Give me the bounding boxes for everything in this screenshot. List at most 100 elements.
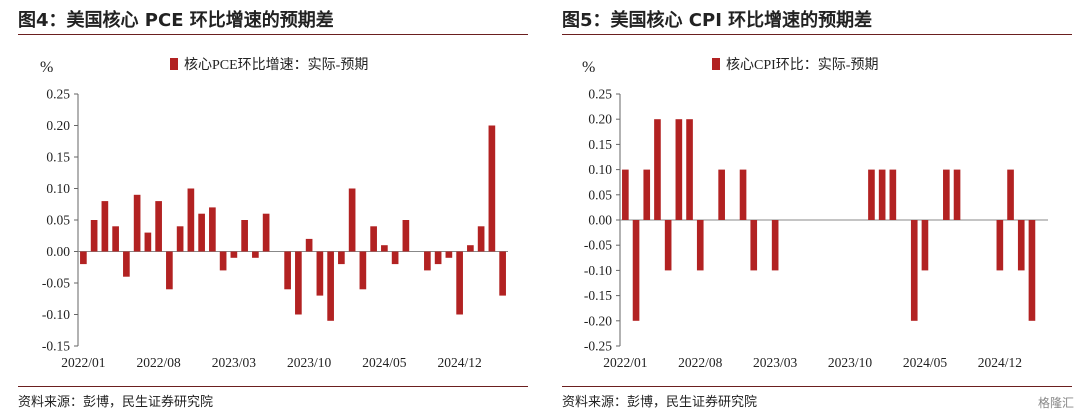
source-note: 资料来源：彭博，民生证券研究院 (18, 395, 214, 410)
bar (467, 245, 474, 252)
bar (996, 220, 1004, 271)
y-tick-label: 0.10 (46, 181, 70, 196)
y-tick-label: 0.05 (46, 213, 70, 228)
bar (1017, 220, 1025, 271)
legend-label: 核心CPI环比：实际-预期 (726, 57, 878, 73)
x-tick-label: 2024/12 (978, 355, 1022, 370)
y-tick-label: 0.05 (588, 187, 612, 202)
bar (477, 226, 485, 252)
chart-title: 图4：美国核心 PCE 环比增速的预期差 (18, 10, 334, 31)
chart-panel-cpi: 图5：美国核心 CPI 环比增速的预期差 % 核心CPI环比：实际-预期 0.25 0… (562, 0, 1080, 415)
bar (176, 226, 184, 252)
bar (434, 251, 442, 265)
x-tick-label: 2023/10 (287, 355, 332, 370)
bar (90, 220, 98, 252)
y-tick-label: 0.20 (46, 118, 70, 133)
bar (910, 220, 918, 321)
bar (338, 251, 345, 265)
watermark-text: 格隆汇 (1037, 396, 1074, 410)
bar (878, 169, 886, 220)
unit-label: % (582, 59, 595, 76)
bar (80, 251, 87, 265)
y-tick-label: -0.10 (584, 263, 612, 278)
bar (144, 232, 152, 252)
bar (316, 251, 324, 296)
bar (654, 119, 661, 220)
bar (739, 169, 747, 220)
bar (219, 251, 227, 271)
y-tick-label: 0.10 (588, 162, 612, 177)
bar (370, 226, 377, 252)
bar (686, 119, 693, 220)
bar (209, 207, 216, 252)
bar (1028, 220, 1036, 321)
x-tick-label: 2022/01 (61, 355, 105, 370)
y-tick-label: -0.10 (42, 307, 70, 322)
bar (112, 226, 119, 252)
source-rule (562, 386, 1072, 387)
bar (198, 213, 205, 252)
bar (488, 125, 496, 252)
bar (445, 251, 453, 258)
chart-panel-pce: 图4：美国核心 PCE 环比增速的预期差 % 核心PCE环比增速：实际-预期 0.2… (18, 0, 538, 415)
bar (123, 251, 130, 277)
x-tick-label: 2024/05 (362, 355, 407, 370)
bar (348, 188, 356, 252)
x-tick-label: 2023/10 (828, 355, 873, 370)
x-tick-label: 2023/03 (212, 355, 257, 370)
bar (133, 194, 141, 252)
bar (187, 188, 195, 252)
unit-label: % (40, 59, 53, 76)
bar (750, 220, 758, 271)
bar (391, 251, 399, 265)
bar (868, 169, 875, 220)
bar (359, 251, 367, 290)
bar (889, 169, 897, 220)
bar (295, 251, 302, 315)
bar (921, 220, 929, 271)
bar (166, 251, 173, 290)
bar (622, 169, 629, 220)
bar (101, 201, 109, 252)
bar (771, 220, 779, 271)
x-tick-label: 2022/08 (136, 355, 181, 370)
y-tick-label: 0.00 (588, 213, 612, 228)
bar (1007, 169, 1014, 220)
bar (696, 220, 704, 271)
bar (402, 220, 410, 252)
bar (953, 169, 961, 220)
bar (262, 213, 270, 252)
y-tick-label: -0.15 (42, 339, 70, 354)
x-tick-label: 2022/08 (678, 355, 723, 370)
y-tick-label: 0.15 (588, 137, 612, 152)
y-tick-label: -0.05 (584, 238, 612, 253)
bar (327, 251, 334, 321)
bar (943, 169, 950, 220)
y-tick-label: -0.20 (584, 313, 612, 328)
x-tick-label: 2022/01 (603, 355, 647, 370)
bar (305, 238, 313, 252)
bar (155, 201, 162, 252)
title-rule (18, 34, 528, 35)
y-tick-label: -0.05 (42, 276, 70, 291)
legend-swatch (712, 58, 720, 70)
bar (664, 220, 672, 271)
bar (456, 251, 463, 315)
legend-label: 核心PCE环比增速：实际-预期 (184, 57, 368, 73)
y-tick-label: 0.15 (46, 150, 70, 165)
y-tick-label: 0.25 (588, 87, 612, 102)
y-tick-label: -0.15 (584, 288, 612, 303)
x-tick-label: 2024/12 (437, 355, 481, 370)
bar (284, 251, 291, 290)
chart-title: 图5：美国核心 CPI 环比增速的预期差 (562, 10, 873, 31)
source-note: 资料来源：彭博，民生证券研究院 (562, 395, 758, 410)
x-tick-label: 2024/05 (903, 355, 948, 370)
pce-surprise-chart: % 核心PCE环比增速：实际-预期 0.25 0.20 0.15 0.10 0.05 0.00… (40, 57, 508, 370)
bar (499, 251, 506, 296)
bar (241, 220, 248, 252)
y-tick-label: 0.00 (46, 244, 70, 259)
y-tick-label: -0.25 (584, 339, 612, 354)
bar (252, 251, 259, 258)
cpi-surprise-chart: % 核心CPI环比：实际-预期 0.25 0.20 0.15 0.10 0.05 0.00 -0… (582, 57, 1048, 370)
source-rule (18, 386, 528, 387)
